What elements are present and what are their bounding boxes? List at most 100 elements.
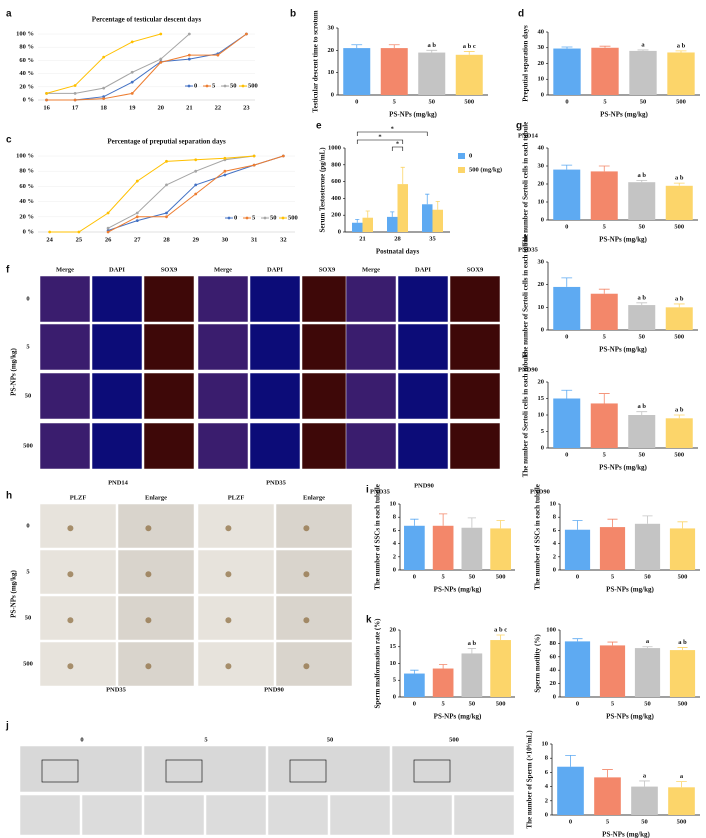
y-tick-label: 10 — [550, 500, 557, 507]
y-tick-label: 20 — [390, 626, 397, 633]
point — [159, 32, 163, 36]
x-tick-label: 20 — [158, 104, 165, 111]
micrograph — [39, 641, 117, 687]
error-bar — [675, 50, 687, 53]
micrograph — [275, 595, 353, 641]
micrograph — [117, 503, 195, 549]
x-axis-label: PS-NPs (mg/kg) — [606, 713, 654, 721]
bar — [553, 169, 581, 220]
cell — [225, 571, 232, 578]
micrograph — [39, 549, 117, 595]
error-bar — [676, 781, 687, 788]
column-label: SOX9 — [319, 266, 336, 273]
bar — [634, 648, 661, 697]
y-tick-label: 2 — [553, 553, 556, 560]
micrograph — [397, 372, 449, 420]
y-tick-label: 80 % — [19, 44, 34, 51]
point — [252, 163, 256, 167]
point — [106, 226, 110, 230]
micrograph-zoom — [205, 794, 267, 836]
x-tick-label: 16 — [43, 104, 50, 111]
significance-label: a b c — [463, 43, 476, 50]
x-axis-label: PS-NPs (mg/kg) — [434, 713, 482, 721]
point — [159, 57, 163, 61]
micrograph — [143, 275, 195, 323]
bar — [591, 47, 619, 95]
column-label: PLZF — [70, 494, 87, 501]
bar — [557, 766, 584, 815]
group-label: PND14 — [108, 479, 129, 486]
y-tick-label: 15 — [538, 395, 545, 402]
y-tick-label: 2 — [393, 553, 396, 560]
y-axis-label: The number of Sperm (×10⁶/mL) — [526, 730, 534, 829]
significance-label: a b — [675, 406, 684, 413]
x-tick-label: 5 — [603, 451, 607, 458]
bar — [404, 673, 425, 697]
point — [48, 230, 52, 234]
x-tick-label: 5 — [611, 573, 615, 580]
error-bar — [390, 211, 395, 217]
x-tick-label: 50 — [469, 573, 476, 580]
point — [194, 169, 198, 173]
column-label: DAPI — [109, 266, 125, 273]
error-bar — [572, 520, 583, 530]
bar — [590, 403, 618, 448]
x-tick-label: 28 — [394, 235, 401, 242]
row-title: PS-NPs (mg/kg) — [10, 348, 18, 396]
micrograph — [197, 549, 275, 595]
significance-label: a — [643, 772, 647, 779]
micrograph — [267, 745, 391, 793]
legend-label: 5 — [212, 82, 216, 89]
significance-label: a b — [638, 294, 647, 301]
column-label: Enlarge — [303, 494, 325, 501]
error-bar — [607, 641, 618, 646]
point — [130, 80, 134, 84]
bar — [599, 645, 626, 697]
y-tick-label: 10 — [538, 198, 545, 205]
point — [187, 57, 191, 61]
y-tick-label: 8 — [545, 755, 549, 762]
column-label: 0 — [80, 736, 83, 743]
error-bar — [637, 49, 649, 51]
point — [135, 179, 139, 183]
x-tick-label: 50 — [640, 98, 647, 105]
point — [187, 53, 191, 57]
y-axis-label: The number of SSCs in each tubule — [374, 484, 382, 590]
point — [194, 183, 198, 187]
error-bar — [388, 44, 400, 49]
error-bar — [673, 182, 685, 186]
bar — [594, 777, 621, 815]
y-tick-label: 20 % — [19, 213, 34, 220]
point — [135, 219, 139, 223]
point — [165, 159, 168, 163]
point — [106, 211, 110, 215]
error-bar — [410, 518, 419, 526]
error-bar — [463, 51, 475, 55]
error-bar — [355, 219, 360, 223]
y-tick-label: 30 — [538, 44, 545, 51]
micrograph — [397, 323, 449, 371]
y-tick-label: 4 — [393, 540, 397, 547]
y-tick-label: 40 % — [19, 198, 34, 205]
micrograph — [249, 275, 301, 323]
panel-letter: k — [366, 615, 372, 626]
error-bar — [351, 44, 363, 49]
y-tick-label: 0 — [545, 811, 548, 818]
y-tick-label: 0 — [541, 216, 544, 223]
x-tick-label: 5 — [603, 98, 607, 105]
y-tick-label: 400 — [331, 195, 341, 202]
micrograph — [117, 641, 195, 687]
point — [216, 53, 220, 57]
bar — [461, 653, 483, 697]
y-tick-label: 10 — [328, 69, 335, 76]
comparison-bracket — [391, 146, 404, 151]
panel-letter: g — [516, 121, 522, 132]
bar — [397, 184, 408, 232]
legend-marker — [227, 216, 231, 220]
x-tick-label: 500 — [678, 573, 688, 580]
point — [102, 86, 106, 90]
x-tick-label: 31 — [251, 236, 258, 243]
micrograph-zoom — [267, 794, 329, 836]
y-tick-label: 5 — [393, 677, 397, 684]
point — [130, 92, 134, 95]
